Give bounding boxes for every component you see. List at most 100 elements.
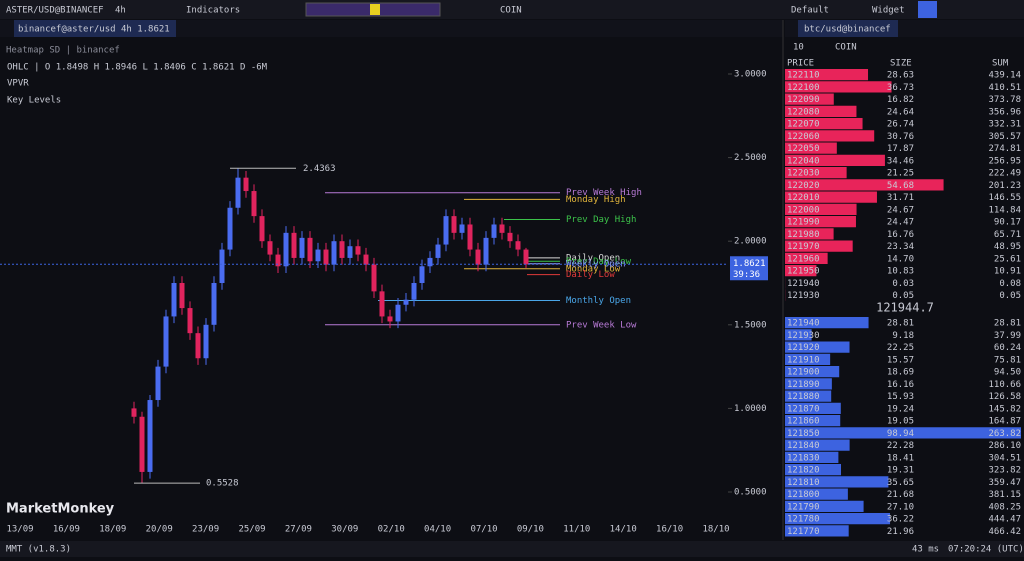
candle-body: [316, 250, 321, 262]
interval[interactable]: 4h: [115, 6, 126, 16]
book-sum: 466.42: [988, 527, 1021, 537]
book-size: 0.03: [892, 279, 914, 289]
candle-body: [476, 250, 481, 265]
book-price: 121850: [787, 429, 820, 439]
vpvr-label[interactable]: VPVR: [7, 79, 29, 89]
symbol[interactable]: ASTER/USD@BINANCEF: [6, 6, 104, 16]
candle-body: [516, 241, 521, 249]
candle-body: [244, 178, 249, 191]
x-tick-label: 18/09: [99, 525, 126, 535]
color-handle[interactable]: [370, 4, 380, 15]
book-size: 31.71: [887, 193, 914, 203]
book-coin[interactable]: COIN: [835, 43, 857, 53]
book-size: 15.93: [887, 392, 914, 402]
book-price: 121790: [787, 502, 820, 512]
book-price: 121930: [787, 291, 820, 301]
book-price: 122090: [787, 95, 820, 105]
x-tick-label: 16/09: [53, 525, 80, 535]
book-sum: 256.95: [988, 156, 1021, 166]
book-price: 122020: [787, 181, 820, 191]
x-tick-label: 13/09: [6, 525, 33, 535]
book-sum: 25.61: [994, 254, 1021, 264]
book-price: 121840: [787, 441, 820, 451]
book-size: 18.41: [887, 453, 914, 463]
book-sum: 201.23: [988, 181, 1021, 191]
book-sum: 439.14: [988, 71, 1021, 81]
candle-body: [268, 241, 273, 254]
book-sum: 145.82: [988, 404, 1021, 414]
x-tick-label: 16/10: [656, 525, 683, 535]
book-price: 121820: [787, 466, 820, 476]
book-sum: 408.25: [988, 502, 1021, 512]
candle-body: [252, 191, 257, 216]
book-sum: 0.05: [999, 291, 1021, 301]
candle-body: [156, 367, 161, 400]
key-level-label: Monthly Open: [566, 296, 631, 306]
candle-body: [468, 224, 473, 249]
coin[interactable]: COIN: [500, 6, 522, 16]
book-sum: 28.81: [994, 319, 1021, 329]
candle-body: [196, 333, 201, 358]
key-level-label: Prev Day High: [566, 215, 636, 225]
book-price: 121910: [787, 355, 820, 365]
key-levels-label[interactable]: Key Levels: [7, 96, 61, 106]
x-tick-label: 09/10: [517, 525, 544, 535]
indicators[interactable]: Indicators: [186, 6, 240, 16]
chart-tab-label[interactable]: binancef@aster/usd 4h 1.8621: [18, 25, 170, 35]
book-price: 121900: [787, 368, 820, 378]
book-tab-label[interactable]: btc/usd@binancef: [804, 25, 891, 35]
book-size: 36.22: [887, 515, 914, 525]
book-size: 35.65: [887, 478, 914, 488]
book-price: 121980: [787, 230, 820, 240]
book-size: 24.64: [887, 107, 914, 117]
book-sum: 286.10: [988, 441, 1021, 451]
candle-body: [188, 308, 193, 333]
candle-body: [332, 241, 337, 264]
book-price: 121930: [787, 331, 820, 341]
book-size: 0.05: [892, 291, 914, 301]
book-sum: 60.24: [994, 343, 1021, 353]
y-tick-label: 1.5000: [734, 320, 767, 330]
book-sum: 381.15: [988, 490, 1021, 500]
candle-body: [412, 283, 417, 300]
candle-body: [524, 250, 529, 265]
candle-body: [404, 300, 409, 305]
book-size: 98.94: [887, 429, 914, 439]
book-sum: 65.71: [994, 230, 1021, 240]
col-size: SIZE: [890, 59, 912, 69]
candle-body: [132, 408, 137, 416]
book-sum: 305.57: [988, 132, 1021, 142]
book-price: 121880: [787, 392, 820, 402]
layout[interactable]: Default: [791, 6, 829, 16]
book-size: 27.10: [887, 502, 914, 512]
candle-body: [204, 325, 209, 358]
key-level-label: Prev Week Low: [566, 320, 637, 330]
book-size: 54.68: [887, 181, 914, 191]
candle-body: [484, 238, 489, 265]
candle-body: [420, 266, 425, 283]
widget[interactable]: Widget: [872, 6, 905, 16]
book-sum: 164.87: [988, 417, 1021, 427]
candle-body: [356, 246, 361, 254]
book-sum: 10.91: [994, 267, 1021, 277]
candle-body: [396, 305, 401, 322]
book-price: 122030: [787, 169, 820, 179]
book-depth[interactable]: 10: [793, 43, 804, 53]
key-level-label: Monday High: [566, 195, 626, 205]
book-sum: 304.51: [988, 453, 1021, 463]
x-tick-label: 27/09: [285, 525, 312, 535]
candle-body: [372, 265, 377, 292]
candle-body: [436, 245, 441, 258]
clock: 07:20:24 (UTC): [948, 545, 1024, 555]
candle-body: [348, 246, 353, 258]
book-price: 122080: [787, 107, 820, 117]
candle-body: [228, 208, 233, 250]
book-size: 28.63: [887, 71, 914, 81]
book-price: 121870: [787, 404, 820, 414]
book-sum: 274.81: [988, 144, 1021, 154]
candle-body: [284, 233, 289, 266]
camera-button[interactable]: [918, 1, 937, 18]
ohlc-label: OHLC | O 1.8498 H 1.8946 L 1.8406 C 1.86…: [7, 63, 268, 73]
book-size: 34.46: [887, 156, 914, 166]
